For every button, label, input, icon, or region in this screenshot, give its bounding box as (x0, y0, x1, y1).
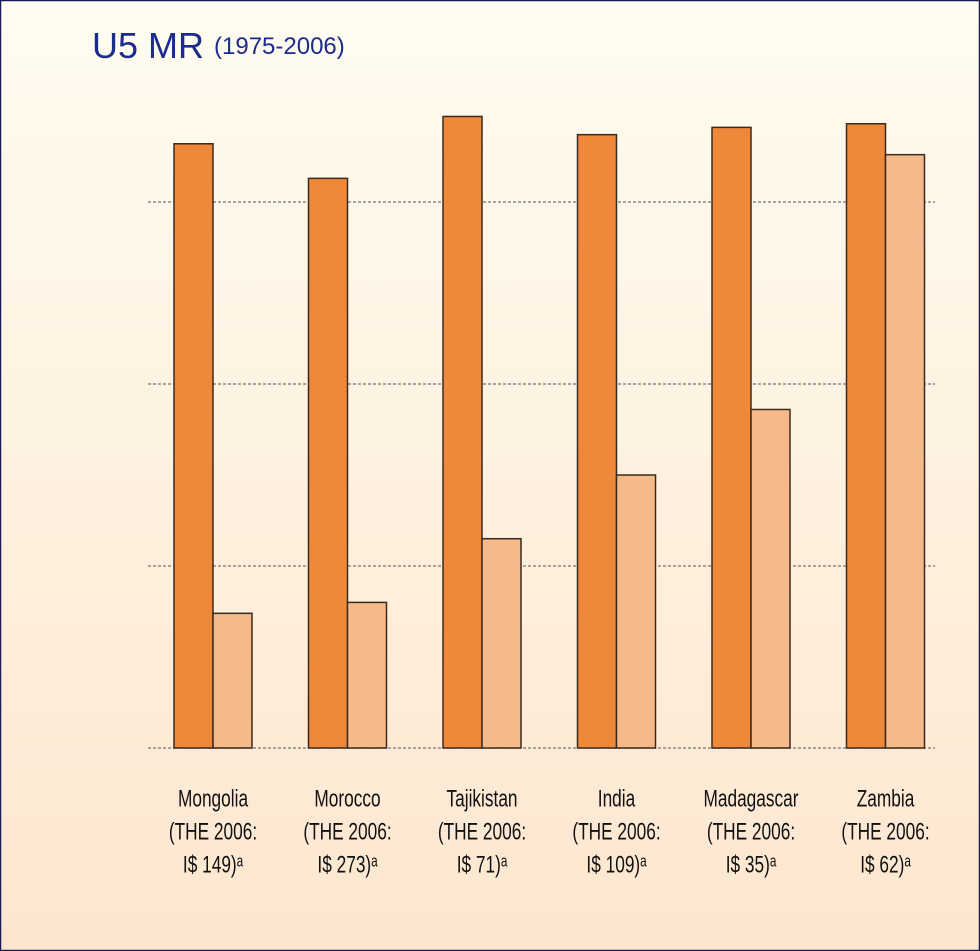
chart-title: U5 MR (1975-2006) (92, 25, 345, 66)
subtitle: (1975-2006) (214, 33, 345, 60)
x-tick-label: Morocco (314, 786, 380, 812)
x-tick-label: I$ 35)ᵃ (726, 852, 777, 878)
x-tick-label: Madagascar (703, 786, 798, 812)
x-tick-label: (THE 2006: (169, 819, 257, 845)
x-tick-label: Mongolia (178, 786, 248, 812)
x-tick-label: I$ 71)ᵃ (457, 852, 508, 878)
bar (307, 177, 349, 749)
bar (884, 153, 926, 749)
bar (442, 115, 483, 749)
bar (576, 133, 618, 749)
bar (711, 126, 752, 749)
x-tick-label: (THE 2006: (572, 819, 660, 845)
x-tick-label: (THE 2006: (303, 819, 391, 845)
x-tick-label: I$ 62)ᵃ (860, 852, 911, 878)
x-tick-label: I$ 273)ᵃ (317, 852, 377, 878)
bar (615, 474, 657, 749)
x-tick-label: I$ 149)ᵃ (183, 852, 243, 878)
x-tick-label: Zambia (857, 786, 915, 812)
x-tick-label: (THE 2006: (707, 819, 795, 845)
bar (845, 122, 887, 749)
x-tick-label: I$ 109)ᵃ (586, 852, 646, 878)
bar (346, 601, 388, 749)
x-tick-label: (THE 2006: (841, 819, 929, 845)
bar (750, 408, 791, 749)
title: U5 MR (92, 25, 204, 66)
x-tick-label: Tajikistan (446, 786, 517, 812)
x-tick-label: (THE 2006: (438, 819, 526, 845)
bar (481, 537, 522, 749)
x-tick-label: India (598, 786, 636, 812)
bar (173, 143, 214, 749)
bar (212, 612, 253, 749)
